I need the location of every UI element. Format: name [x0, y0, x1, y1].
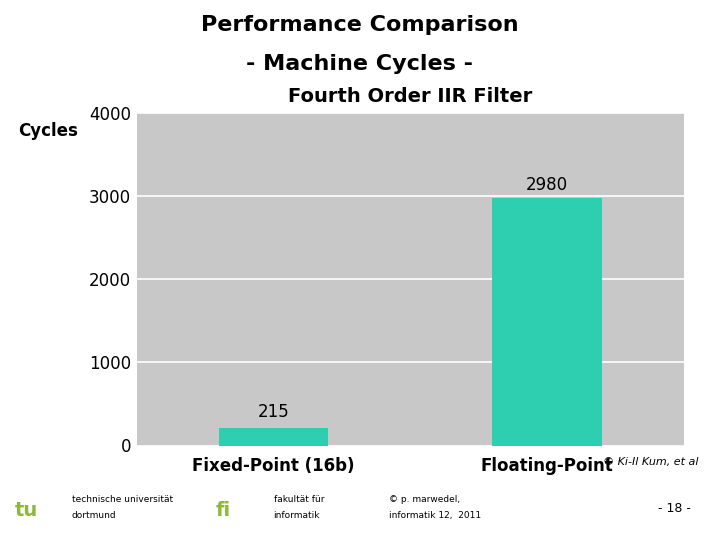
Text: fi: fi	[216, 501, 231, 520]
Text: informatik: informatik	[274, 511, 320, 520]
Text: - 18 -: - 18 -	[658, 502, 691, 515]
Text: informatik 12,  2011: informatik 12, 2011	[389, 511, 481, 520]
Text: 2980: 2980	[526, 176, 568, 194]
Text: tu: tu	[14, 501, 37, 520]
Text: fakultät für: fakultät für	[274, 495, 324, 504]
Bar	[219, 428, 328, 445]
Text: - Machine Cycles -: - Machine Cycles -	[246, 54, 474, 74]
Title: Fourth Order IIR Filter: Fourth Order IIR Filter	[288, 87, 533, 106]
Bar	[492, 198, 602, 446]
Text: © p. marwedel,: © p. marwedel,	[389, 495, 460, 504]
Text: © Ki-Il Kum, et al: © Ki-Il Kum, et al	[603, 457, 698, 467]
Text: technische universität: technische universität	[72, 495, 173, 504]
Text: 215: 215	[258, 403, 289, 421]
Text: Performance Comparison: Performance Comparison	[201, 15, 519, 35]
Text: Cycles: Cycles	[18, 122, 78, 139]
Text: dortmund: dortmund	[72, 511, 117, 520]
